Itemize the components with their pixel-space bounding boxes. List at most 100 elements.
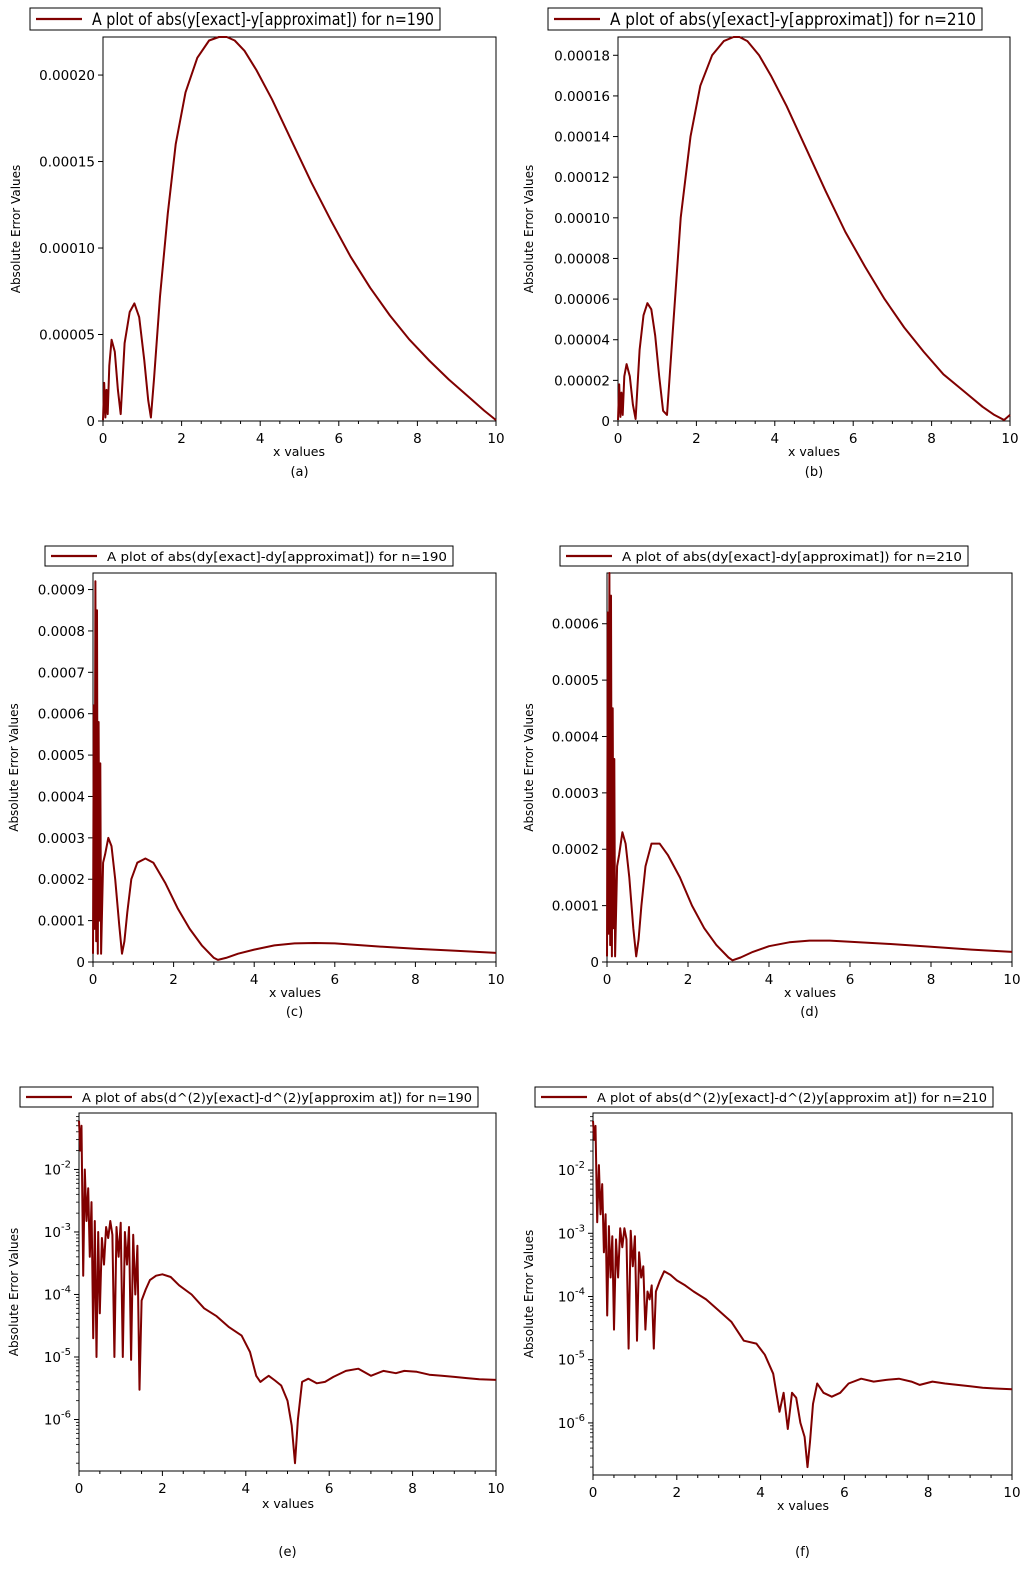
x-tick-label: 6 xyxy=(325,1481,334,1497)
plot-frame xyxy=(78,1112,497,1472)
y-axis-label: Absolute Error Values xyxy=(522,703,536,832)
x-tick-label: 10 xyxy=(1003,972,1020,988)
x-tick-label: 2 xyxy=(177,431,186,447)
y-tick-label: 0.0004 xyxy=(38,789,85,805)
legend-box xyxy=(534,1086,994,1108)
legend-box xyxy=(44,545,454,567)
chart-panel-1: A plot of abs(y[exact]-y[approximat]) fo… xyxy=(9,7,505,480)
y-axis-label: Absolute Error Values xyxy=(522,165,536,294)
y-tick-exponent: -3 xyxy=(575,1223,585,1234)
y-tick-label: 0.00016 xyxy=(554,89,610,105)
y-tick-label: 0.0002 xyxy=(552,842,599,858)
x-tick-label: 4 xyxy=(756,1485,765,1501)
y-tick-exponent: -6 xyxy=(575,1413,585,1424)
x-tick-label: 8 xyxy=(927,431,936,447)
y-tick-label: 0.00018 xyxy=(554,48,610,64)
x-tick-label: 4 xyxy=(765,972,774,988)
y-tick-label: 0.00002 xyxy=(554,373,610,389)
series-line xyxy=(78,1120,497,1465)
y-tick-label: 10-5 xyxy=(558,1350,585,1369)
legend-label: A plot of abs(y[exact]-y[approximat]) fo… xyxy=(92,10,434,29)
x-tick-label: 0 xyxy=(589,1485,598,1501)
y-tick-exponent: -6 xyxy=(61,1409,71,1420)
plot-frame xyxy=(92,572,497,963)
y-tick-label: 0.0007 xyxy=(38,665,85,681)
x-tick-label: 10 xyxy=(1003,1485,1020,1501)
y-tick-base: 10 xyxy=(558,1226,575,1242)
y-tick-label: 10-6 xyxy=(44,1409,71,1428)
x-tick-label: 2 xyxy=(684,972,693,988)
x-axis-label: x values xyxy=(788,444,840,459)
x-tick-label: 8 xyxy=(413,431,422,447)
x-axis-label: x values xyxy=(262,1496,314,1511)
y-tick-exponent: -2 xyxy=(61,1159,71,1170)
y-tick-label: 0.0006 xyxy=(552,617,599,633)
y-tick-label: 10-3 xyxy=(558,1223,585,1242)
panel-caption: (e) xyxy=(278,1545,296,1560)
chart-panel-5: A plot of abs(d^(2)y[exact]-d^(2)y[appro… xyxy=(7,1086,505,1560)
y-tick-label: 10-4 xyxy=(44,1284,71,1303)
y-tick-label: 0.0006 xyxy=(38,707,85,723)
series-line xyxy=(606,572,1013,962)
series-line xyxy=(102,36,497,421)
x-tick-label: 2 xyxy=(169,972,178,988)
x-tick-label: 6 xyxy=(846,972,855,988)
y-tick-base: 10 xyxy=(558,1416,575,1432)
x-axis-label: x values xyxy=(273,444,325,459)
y-tick-label: 0 xyxy=(76,955,85,971)
y-tick-base: 10 xyxy=(558,1290,575,1306)
legend-box xyxy=(19,1086,479,1108)
x-tick-label: 6 xyxy=(335,431,344,447)
x-tick-label: 8 xyxy=(924,1485,933,1501)
x-tick-label: 2 xyxy=(158,1481,167,1497)
x-tick-label: 0 xyxy=(75,1481,84,1497)
x-tick-label: 0 xyxy=(99,431,108,447)
y-tick-exponent: -4 xyxy=(575,1287,585,1298)
y-axis-label: Absolute Error Values xyxy=(7,1228,21,1357)
y-tick-label: 0 xyxy=(86,414,95,430)
plot-frame xyxy=(606,572,1013,963)
x-tick-label: 4 xyxy=(242,1481,251,1497)
y-tick-label: 0.0001 xyxy=(38,914,85,930)
y-tick-label: 0 xyxy=(590,955,599,971)
y-tick-label: 0.0008 xyxy=(38,624,85,640)
y-tick-exponent: -2 xyxy=(575,1160,585,1171)
chart-panel-6: A plot of abs(d^(2)y[exact]-d^(2)y[appro… xyxy=(522,1086,1021,1560)
y-tick-label: 0.00014 xyxy=(554,130,610,146)
panel-caption: (f) xyxy=(795,1545,810,1560)
series-line xyxy=(592,1120,1013,1469)
y-tick-label: 0.0002 xyxy=(38,872,85,888)
y-tick-label: 0.00010 xyxy=(554,211,610,227)
legend-label: A plot of abs(d^(2)y[exact]-d^(2)y[appro… xyxy=(597,1090,987,1105)
x-tick-label: 0 xyxy=(614,431,623,447)
legend-label: A plot of abs(y[exact]-y[approximat]) fo… xyxy=(610,10,976,29)
x-tick-label: 8 xyxy=(927,972,936,988)
y-tick-label: 0.00008 xyxy=(554,251,610,267)
x-tick-label: 10 xyxy=(487,972,504,988)
y-tick-label: 0.0009 xyxy=(38,583,85,599)
x-axis-label: x values xyxy=(784,985,836,1000)
x-tick-label: 4 xyxy=(771,431,780,447)
plot-frame xyxy=(102,36,497,422)
y-tick-base: 10 xyxy=(44,1412,61,1428)
y-tick-label: 0.0003 xyxy=(552,786,599,802)
y-tick-label: 0.00006 xyxy=(554,292,610,308)
panel-caption: (c) xyxy=(286,1005,303,1020)
x-tick-label: 2 xyxy=(692,431,701,447)
y-tick-label: 10-3 xyxy=(44,1222,71,1241)
x-tick-label: 10 xyxy=(487,431,504,447)
y-tick-label: 0.0001 xyxy=(552,899,599,915)
legend-label: A plot of abs(dy[exact]-dy[approximat]) … xyxy=(622,549,962,564)
x-tick-label: 10 xyxy=(487,1481,504,1497)
y-tick-label: 0.00005 xyxy=(39,328,95,344)
y-tick-base: 10 xyxy=(44,1350,61,1366)
legend-box xyxy=(29,7,441,31)
x-tick-label: 8 xyxy=(408,1481,417,1497)
x-tick-label: 6 xyxy=(331,972,340,988)
y-tick-exponent: -5 xyxy=(61,1347,71,1358)
y-tick-label: 0.0005 xyxy=(38,748,85,764)
x-axis-label: x values xyxy=(269,985,321,1000)
x-tick-label: 2 xyxy=(673,1485,682,1501)
chart-panel-2: A plot of abs(y[exact]-y[approximat]) fo… xyxy=(522,7,1019,480)
